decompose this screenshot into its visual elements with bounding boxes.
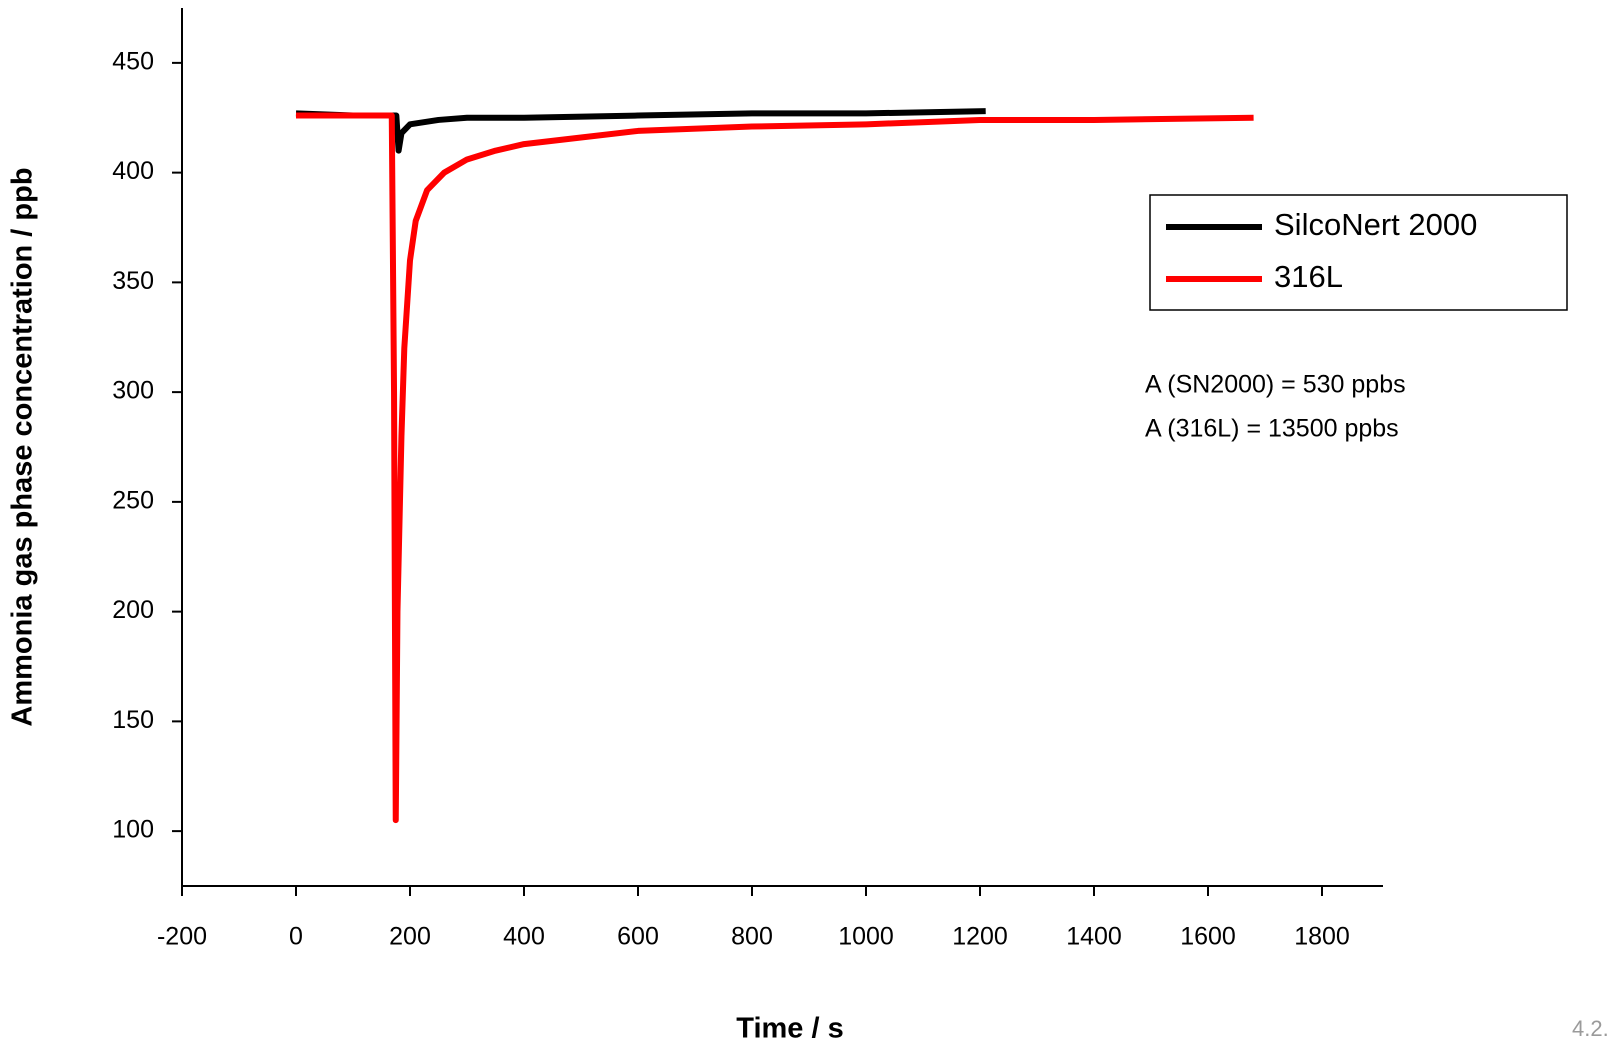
legend-label: 316L xyxy=(1274,259,1343,294)
x-tick-label: 200 xyxy=(389,923,431,951)
x-tick-label: 0 xyxy=(289,923,303,951)
x-tick-label: 800 xyxy=(731,923,773,951)
y-tick-label: 150 xyxy=(112,706,154,734)
x-tick-label: 1600 xyxy=(1180,923,1236,951)
footer: 4.2.201 xyxy=(1572,1016,1608,1041)
legend-box xyxy=(1149,194,1568,311)
x-tick-label: 400 xyxy=(503,923,545,951)
y-tick-label: 200 xyxy=(112,596,154,624)
legend-label: SilcoNert 2000 xyxy=(1274,207,1477,242)
y-tick-label: 350 xyxy=(112,267,154,295)
y-tick-label: 450 xyxy=(112,47,154,75)
x-tick-label: 1000 xyxy=(838,923,894,951)
y-tick-label: 300 xyxy=(112,377,154,405)
data-line xyxy=(296,112,1254,824)
x-tick-label: -200 xyxy=(157,923,207,951)
y-tick-label: 400 xyxy=(112,157,154,185)
x-tick-label: 1400 xyxy=(1066,923,1122,951)
x-tick-label: 1800 xyxy=(1294,923,1350,951)
y-tick-label: 100 xyxy=(112,816,154,844)
x-axis-title: Time / s xyxy=(736,1013,843,1044)
annotation: A (316L) = 13500 ppbs xyxy=(1145,415,1399,443)
x-tick-label: 600 xyxy=(617,923,659,951)
y-tick-label: 250 xyxy=(112,486,154,514)
annotation: A (SN2000) = 530 ppbs xyxy=(1145,371,1406,399)
x-tick-label: 1200 xyxy=(952,923,1008,951)
y-axis-title: Ammonia gas phase concentration / ppb xyxy=(7,167,39,726)
